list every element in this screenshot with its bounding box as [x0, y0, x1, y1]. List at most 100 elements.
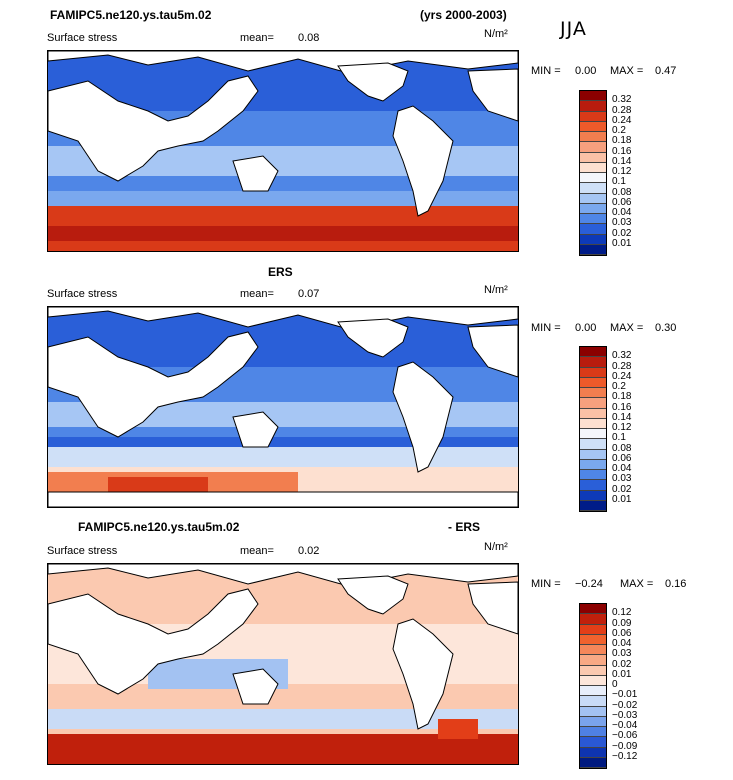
panel2-min-label: MIN =	[531, 322, 561, 334]
colorbar-tick-label: 0.32	[612, 94, 632, 106]
colorbar-tick-label: 0.01	[612, 493, 632, 505]
colorbar-swatch	[580, 716, 606, 727]
figure-title: FAMIPC5.ne120.ys.tau5m.02	[50, 8, 212, 22]
colorbar-swatch	[580, 429, 606, 440]
panel2-units: N/m²	[484, 284, 508, 296]
colorbar-swatch	[580, 91, 606, 102]
colorbar-swatch	[580, 459, 606, 470]
panel3-mean-label: mean=	[240, 545, 274, 557]
panel1-min-label: MIN =	[531, 65, 561, 77]
colorbar-tick-label: 0.03	[612, 217, 632, 229]
colorbar-tick-label: −0.03	[612, 709, 638, 721]
colorbar-swatch	[580, 183, 606, 194]
colorbar-tick-label: −0.06	[612, 730, 638, 742]
panel1-variable: Surface stress	[47, 32, 118, 44]
panel2-mean-value: 0.07	[298, 288, 320, 300]
colorbar-tick-label: 0.03	[612, 648, 632, 660]
panel3-mean-value: 0.02	[298, 545, 320, 557]
colorbar-swatch	[580, 224, 606, 235]
panel2-mean-label: mean=	[240, 288, 274, 300]
colorbar-tick-label: 0.18	[612, 135, 632, 147]
colorbar-swatch	[580, 162, 606, 173]
panel1-max-label: MAX =	[610, 65, 644, 77]
years-label: (yrs 2000-2003)	[420, 8, 507, 22]
colorbar-tick-label: 0.08	[612, 442, 632, 454]
colorbar-tick-label: 0.01	[612, 237, 632, 249]
colorbar-swatch	[580, 727, 606, 738]
colorbar-swatch	[580, 203, 606, 214]
colorbar-tick-label: 0.06	[612, 452, 632, 464]
colorbar-swatch	[580, 234, 606, 245]
panel3-map	[47, 563, 519, 765]
colorbar-swatch	[580, 152, 606, 163]
panel1-mean-value: 0.08	[298, 32, 320, 44]
colorbar-tick-label: 0.12	[612, 607, 632, 619]
colorbar-tick-label: 0.06	[612, 627, 632, 639]
panel1-max-value: 0.47	[655, 65, 677, 77]
panel3-max-value: 0.16	[665, 578, 687, 590]
colorbar-swatch	[580, 398, 606, 409]
colorbar-tick-label: 0.1	[612, 176, 626, 188]
colorbar-swatch	[580, 408, 606, 419]
panel3-map-svg	[48, 564, 518, 764]
colorbar-tick-label: 0.24	[612, 370, 632, 382]
colorbar-tick-label: 0.04	[612, 463, 632, 474]
colorbar-swatch	[580, 675, 606, 686]
season-label: JJA	[560, 18, 587, 40]
colorbar-swatch	[580, 121, 606, 132]
colorbar-swatch	[580, 686, 606, 697]
colorbar-swatch	[580, 388, 606, 399]
colorbar-tick-label: 0.03	[612, 473, 632, 485]
colorbar-swatch	[580, 747, 606, 758]
colorbar-tick-label: 0.1	[612, 432, 626, 444]
colorbar-swatch	[580, 757, 606, 768]
colorbar-tick-label: 0.08	[612, 186, 632, 198]
colorbar-tick-label: 0.06	[612, 196, 632, 208]
colorbar-swatch	[580, 418, 606, 429]
colorbar-swatch	[580, 377, 606, 388]
panel1-map-svg	[48, 51, 518, 251]
panel3-title-left: FAMIPC5.ne120.ys.tau5m.02	[78, 520, 240, 534]
colorbar-swatch	[580, 706, 606, 717]
panel3-max-label: MAX =	[620, 578, 654, 590]
colorbar-swatch	[580, 132, 606, 143]
colorbar-swatch	[580, 614, 606, 625]
colorbar-swatch	[580, 500, 606, 511]
colorbar-tick-label: 0.32	[612, 350, 632, 362]
colorbar-swatch	[580, 604, 606, 615]
colorbar-tick-label: 0.18	[612, 391, 632, 403]
colorbar-tick-label: 0.02	[612, 483, 632, 495]
colorbar-swatch	[580, 655, 606, 666]
colorbar-tick-label: −0.09	[612, 740, 638, 752]
panel1-min-value: 0.00	[575, 65, 597, 77]
colorbar-tick-label: 0.2	[612, 125, 626, 136]
panel3-min-label: MIN =	[531, 578, 561, 590]
colorbar-tick-label: −0.01	[612, 689, 638, 701]
colorbar-tick-label: 0.14	[612, 155, 632, 167]
colorbar-swatch	[580, 193, 606, 204]
colorbar-tick-label: 0.02	[612, 227, 632, 239]
colorbar-swatch	[580, 101, 606, 112]
colorbar-swatch	[580, 357, 606, 368]
colorbar-tick-label: 0.04	[612, 638, 632, 649]
colorbar-swatch	[580, 696, 606, 707]
colorbar-tick-label: 0.12	[612, 422, 632, 433]
panel2-title: ERS	[268, 265, 293, 279]
panel1-mean-label: mean=	[240, 32, 274, 44]
colorbar-swatch	[580, 142, 606, 153]
colorbar-tick-label: 0.12	[612, 166, 632, 177]
colorbar-tick-label: 0.14	[612, 411, 632, 423]
colorbar-swatch	[580, 173, 606, 184]
colorbar-tick-label: 0.24	[612, 114, 632, 126]
colorbar-tick-label: −0.02	[612, 699, 638, 711]
colorbar-swatch	[580, 737, 606, 748]
colorbar-swatch	[580, 470, 606, 481]
colorbar-swatch	[580, 214, 606, 225]
panel2-max-value: 0.30	[655, 322, 677, 334]
panel3-units: N/m²	[484, 541, 508, 553]
panel3-min-value: −0.24	[575, 578, 603, 590]
colorbar-swatch	[580, 439, 606, 450]
colorbar-swatch	[580, 367, 606, 378]
panel2-variable: Surface stress	[47, 288, 118, 300]
panel2-map-svg	[48, 307, 518, 507]
